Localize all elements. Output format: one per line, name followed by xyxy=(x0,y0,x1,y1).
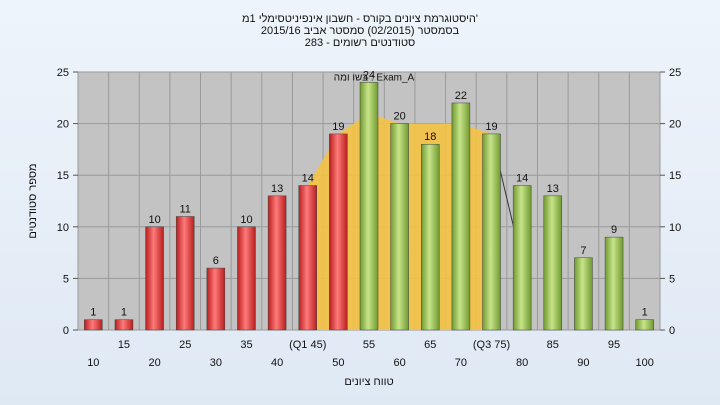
data-label: 19 xyxy=(332,121,344,133)
y-tick-label: 5 xyxy=(669,273,675,285)
data-label: 9 xyxy=(611,224,617,236)
x-tick-label: 50 xyxy=(332,357,344,369)
bar xyxy=(512,185,532,331)
x-tick-label: 95 xyxy=(608,339,620,351)
x-tick-label: 35 xyxy=(240,339,252,351)
bar xyxy=(267,195,287,331)
x-axis-title: טווח ציונים xyxy=(344,376,393,388)
x-tick-label: 20 xyxy=(148,357,160,369)
y-tick-label: 20 xyxy=(669,119,681,131)
bar xyxy=(482,133,501,331)
y-tick-label: 15 xyxy=(669,170,681,182)
bar xyxy=(390,123,409,331)
bar xyxy=(329,133,348,331)
x-tick-label: 40 xyxy=(271,357,283,369)
bar xyxy=(175,216,195,331)
x-tick-label: 25 xyxy=(179,339,191,351)
bar xyxy=(421,143,440,331)
title-line: היסטוגרמת ציונים בקורס - חשבון אינפיניטס… xyxy=(242,12,478,25)
y-tick-label: 0 xyxy=(63,325,69,337)
title-line: בסמסטר (02/2015) סמסטר אביב 2015/16 xyxy=(261,25,460,37)
x-tick-label: (Q1 45) xyxy=(289,339,326,351)
data-label: 6 xyxy=(213,255,219,267)
bar xyxy=(237,226,256,331)
x-tick-label: 15 xyxy=(118,339,130,351)
bar xyxy=(451,102,471,331)
data-label: 22 xyxy=(455,90,467,102)
y-tick-label: 0 xyxy=(669,325,675,337)
y-tick-label: 10 xyxy=(669,222,681,234)
data-label: 11 xyxy=(179,203,190,215)
bar xyxy=(298,185,317,331)
chart-title: היסטוגרמת ציונים בקורס - חשבון אינפיניטס… xyxy=(242,12,478,49)
bar xyxy=(543,195,563,331)
data-label: 19 xyxy=(485,121,497,133)
x-tick-label: 30 xyxy=(210,357,222,369)
data-label: 14 xyxy=(516,173,528,185)
data-label: 1 xyxy=(642,307,648,319)
data-label: 18 xyxy=(424,131,436,143)
data-label: 1 xyxy=(121,307,127,319)
data-label: 10 xyxy=(240,214,252,226)
x-tick-label: 85 xyxy=(547,339,559,351)
x-tick-label: 60 xyxy=(394,357,406,369)
y-axis-left: 0 5 10 15 20 25 xyxy=(57,67,78,337)
y-axis-title: מספר סטודנטים xyxy=(27,163,39,238)
bar xyxy=(574,257,593,331)
title-line: סטודנטים רשומים - 283 xyxy=(305,37,416,49)
data-label: 14 xyxy=(302,173,314,185)
bar xyxy=(114,319,134,331)
y-tick-label: 5 xyxy=(63,273,69,285)
x-tick-label: 80 xyxy=(516,357,528,369)
bar xyxy=(604,236,624,331)
x-tick-label: 65 xyxy=(424,339,436,351)
highlight-label: בשו ומה : Exam_A xyxy=(334,72,415,83)
y-tick-label: 20 xyxy=(57,119,69,131)
bar xyxy=(145,226,164,331)
data-label: 13 xyxy=(271,183,283,195)
x-tick-label: (Q3 75) xyxy=(473,339,510,351)
x-tick-label: 70 xyxy=(455,357,467,369)
bar xyxy=(206,267,226,331)
data-label: 10 xyxy=(148,214,160,226)
y-tick-label: 10 xyxy=(57,222,69,234)
data-label: 20 xyxy=(394,111,406,123)
bar xyxy=(84,319,103,331)
bar xyxy=(359,82,379,331)
data-label: 7 xyxy=(580,245,586,257)
data-label: 1 xyxy=(90,307,96,319)
x-tick-label: 55 xyxy=(363,339,375,351)
data-label: 24 xyxy=(363,69,375,81)
x-tick-label: 90 xyxy=(577,357,589,369)
bar xyxy=(635,319,654,331)
x-tick-label: 10 xyxy=(87,357,99,369)
y-axis-right: 0 5 10 15 20 25 xyxy=(660,67,681,337)
data-label: 13 xyxy=(547,183,559,195)
y-tick-label: 25 xyxy=(57,67,69,79)
x-tick-label: 100 xyxy=(636,357,654,369)
y-tick-label: 25 xyxy=(669,67,681,79)
y-tick-label: 15 xyxy=(57,170,69,182)
x-axis: 10 15 20 25 30 35 40 (Q1 45) 50 55 60 65 70 (Q3 75) 80… xyxy=(87,339,654,369)
